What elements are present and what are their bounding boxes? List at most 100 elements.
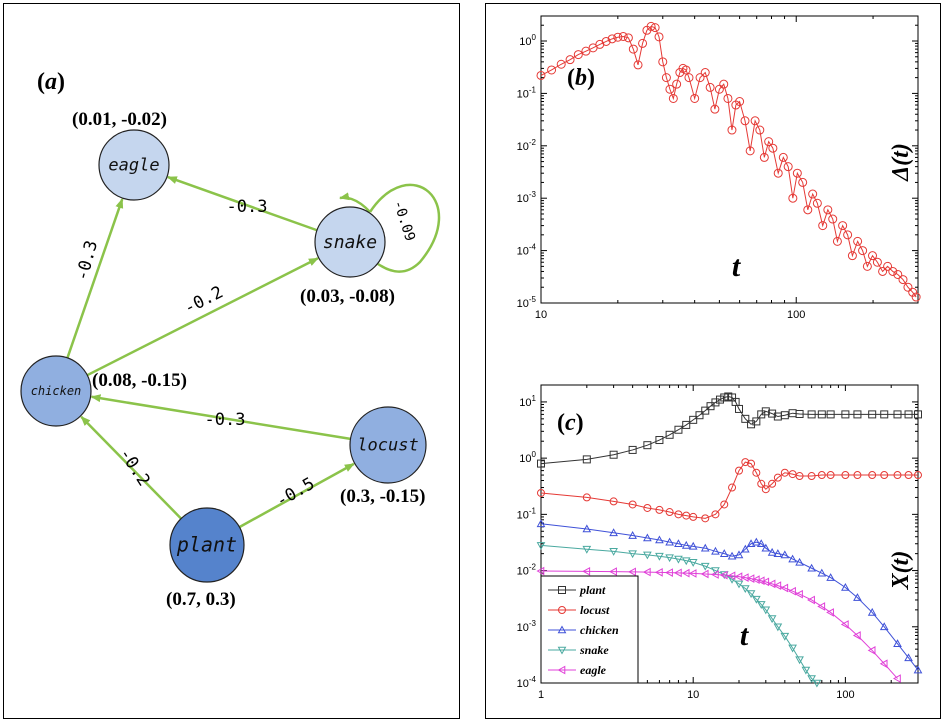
data-point xyxy=(537,488,545,497)
edge-plant-locust xyxy=(238,462,355,529)
data-point xyxy=(711,567,720,576)
data-point xyxy=(783,162,793,172)
data-point xyxy=(643,551,652,560)
data-point xyxy=(788,554,797,563)
data-point xyxy=(740,544,750,553)
data-point xyxy=(655,535,664,544)
data-point xyxy=(674,425,683,434)
data-point xyxy=(734,572,743,581)
data-point xyxy=(751,595,761,604)
data-point xyxy=(613,32,623,42)
data-point xyxy=(767,615,777,624)
data-point xyxy=(581,46,591,56)
data-point xyxy=(880,471,889,480)
data-point xyxy=(537,459,545,468)
data-point xyxy=(727,575,737,584)
data-point xyxy=(609,567,617,576)
y-tick-label: 10-4 xyxy=(517,675,537,690)
data-point xyxy=(832,236,842,246)
data-point xyxy=(914,410,922,419)
node-label-chicken: chicken xyxy=(31,384,82,398)
data-point xyxy=(682,420,691,429)
plot-area xyxy=(540,15,919,304)
data-point xyxy=(582,455,591,464)
data-point xyxy=(689,512,698,521)
series-locust xyxy=(537,458,922,523)
data-point xyxy=(761,577,770,587)
legend-label-locust: locust xyxy=(580,603,610,617)
data-point xyxy=(879,659,888,669)
data-point xyxy=(817,471,826,480)
data-point xyxy=(710,104,720,114)
data-point xyxy=(689,415,698,424)
data-point xyxy=(695,73,705,83)
legend-label-snake: snake xyxy=(579,643,609,657)
edges-group: -0.3-0.3-0.2-0.3-0.2-0.5-0.09 xyxy=(66,175,441,529)
data-point xyxy=(826,608,834,617)
data-point xyxy=(893,471,902,480)
data-point xyxy=(847,251,857,261)
data-point xyxy=(879,622,889,631)
data-point xyxy=(795,656,804,665)
data-point xyxy=(756,601,766,609)
data-point xyxy=(728,483,737,492)
data-point xyxy=(727,571,736,581)
data-point xyxy=(727,125,737,135)
data-point xyxy=(582,566,591,576)
data-point xyxy=(747,459,756,468)
data-point xyxy=(780,468,789,477)
data-point xyxy=(867,646,876,655)
data-point xyxy=(807,675,816,684)
data-point xyxy=(858,246,868,256)
legend: plant locust chicken snake eagle xyxy=(540,575,639,684)
data-point xyxy=(665,430,674,439)
data-point xyxy=(904,653,913,662)
data-point xyxy=(812,679,822,688)
data-point xyxy=(711,510,720,519)
data-point xyxy=(768,409,777,418)
data-point xyxy=(673,568,682,578)
data-point xyxy=(741,414,750,423)
data-point xyxy=(807,410,816,419)
series-line xyxy=(540,570,898,679)
data-point xyxy=(741,458,750,467)
y-axis: 101 100 10-1 10-2 10-3 10-4 xyxy=(517,384,918,690)
x-tick-label: 10 xyxy=(687,689,699,701)
data-point xyxy=(768,143,778,153)
data-point xyxy=(893,410,902,419)
data-point xyxy=(740,573,749,582)
data-point xyxy=(735,97,745,107)
data-point xyxy=(828,214,838,224)
data-point xyxy=(746,539,756,548)
data-point xyxy=(788,644,797,653)
data-point xyxy=(681,65,691,75)
data-point xyxy=(752,468,761,477)
node-coord-plant: (0.7, 0.3) xyxy=(166,589,236,610)
data-point xyxy=(628,567,636,577)
edge-self-loop-snake xyxy=(368,183,441,273)
data-point xyxy=(719,79,729,89)
node-coord-chicken: (0.08, -0.15) xyxy=(92,370,187,391)
data-point xyxy=(807,472,816,481)
data-point xyxy=(643,441,652,450)
data-point xyxy=(853,593,862,601)
legend-swatch-marker xyxy=(557,665,566,675)
edge-locust-chicken xyxy=(90,394,351,441)
series-line xyxy=(540,395,918,465)
data-point xyxy=(745,146,755,156)
y-tick-label: 10-2 xyxy=(517,563,537,578)
data-point xyxy=(719,570,728,580)
edge-chicken-snake xyxy=(86,257,319,377)
data-point xyxy=(674,510,683,519)
data-point xyxy=(757,479,766,488)
data-point xyxy=(908,287,918,297)
data-point xyxy=(701,514,710,523)
data-point xyxy=(607,34,617,44)
data-point xyxy=(705,82,715,92)
data-point xyxy=(868,471,877,480)
data-point xyxy=(674,539,683,548)
nodes-group: eagle (0.01, -0.02) snake (0.03, -0.08) chic… xyxy=(20,109,427,610)
data-point xyxy=(536,519,546,528)
y-tick-label: 10-2 xyxy=(517,138,537,153)
data-point xyxy=(654,32,664,42)
